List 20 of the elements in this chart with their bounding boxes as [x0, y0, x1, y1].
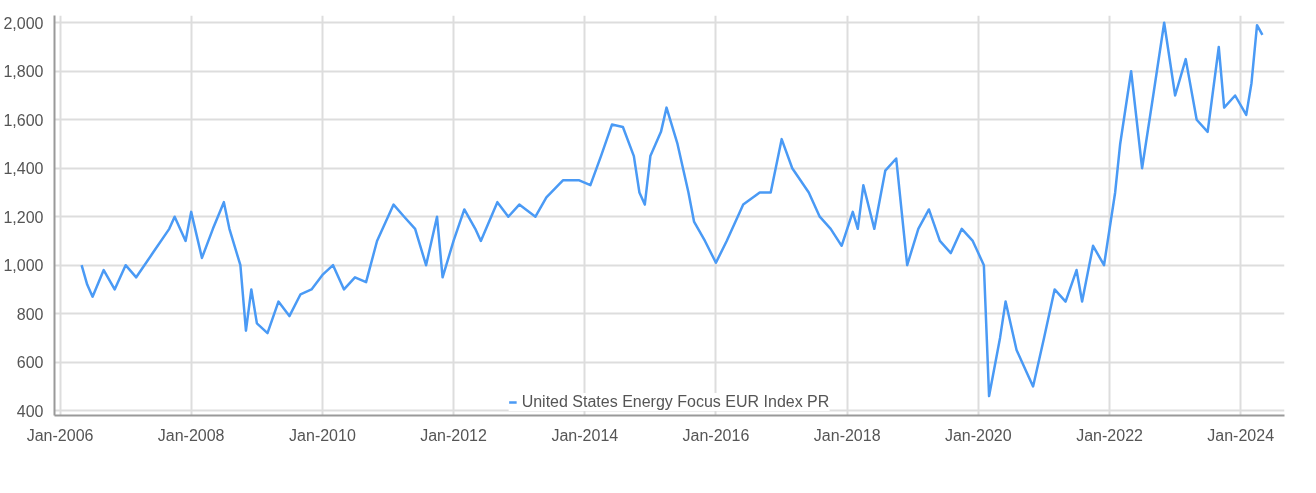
- x-tick-label: Jan-2012: [420, 426, 488, 444]
- x-tick-label: Jan-2006: [26, 426, 94, 444]
- x-tick-label: Jan-2024: [1207, 426, 1275, 444]
- x-tick-label: Jan-2010: [289, 426, 356, 444]
- x-tick-label: Jan-2016: [682, 426, 750, 444]
- x-tick-label: Jan-2014: [551, 426, 619, 444]
- y-tick-label: 1,800: [3, 63, 44, 81]
- y-tick-label: 800: [16, 305, 44, 323]
- y-tick-label: 400: [16, 402, 44, 420]
- x-tick-label: Jan-2008: [157, 426, 225, 444]
- y-tick-label: 1,400: [3, 160, 44, 178]
- x-tick-label: Jan-2018: [813, 426, 881, 444]
- y-tick-label: 1,000: [3, 257, 44, 275]
- x-tick-label: Jan-2022: [1076, 426, 1144, 444]
- y-tick-label: 1,200: [3, 208, 44, 226]
- x-tick-label: Jan-2020: [944, 426, 1012, 444]
- legend-label: United States Energy Focus EUR Index PR: [521, 393, 830, 411]
- y-tick-label: 2,000: [3, 14, 44, 32]
- y-tick-label: 1,600: [3, 111, 44, 129]
- y-tick-label: 600: [16, 354, 44, 372]
